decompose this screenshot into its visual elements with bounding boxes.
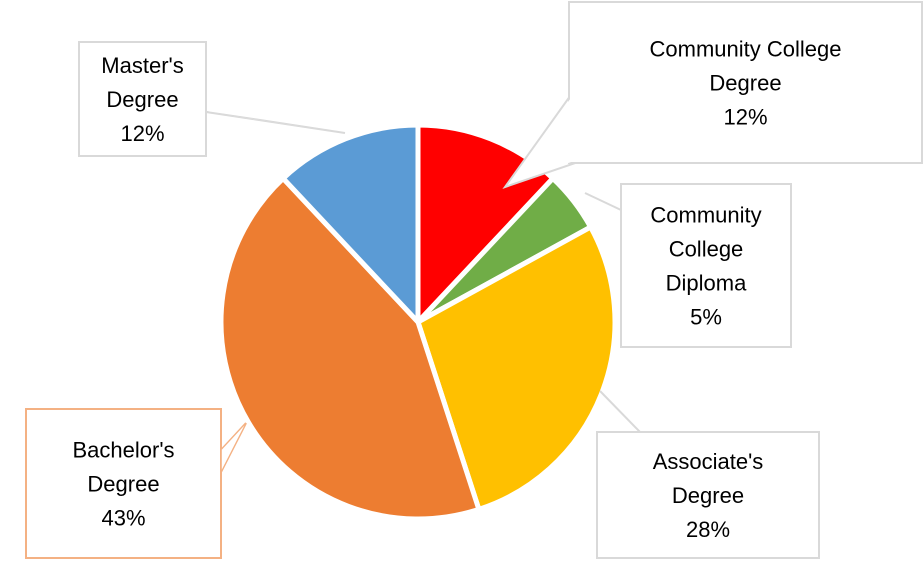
data-label-text: Degree [709,71,781,96]
slices-layer [218,122,618,522]
data-label-bachelor-s-degree: Bachelor's Degree 43% [25,408,247,559]
data-label-value: 5% [690,305,722,330]
data-label-value: 43% [101,506,145,531]
data-label-text: Associate's [653,449,764,474]
label-pointer-fill [510,97,587,183]
pie-slice-bachelor-s-degree [218,175,482,522]
data-label-master-s-degree: Master's Degree 12% [78,41,346,157]
label-box [620,183,792,348]
data-label-text: Bachelor's [72,438,174,463]
leader-line [584,192,622,211]
label-box [25,408,222,559]
data-label-text: Degree [106,87,178,112]
data-label-text: Diploma [666,271,747,296]
label-box [78,41,207,157]
data-label-text: Degree [87,472,159,497]
callouts-layer: Community College Degree 12% Community Colle… [25,1,923,559]
data-label-community-college-degree: Community College Degree 12% [502,1,923,189]
label-pointer-fill [212,113,338,132]
data-label-value: 12% [120,121,164,146]
data-label-text: Degree [672,483,744,508]
data-label-text: Community College [650,37,842,62]
data-label-text: Master's [101,53,183,78]
data-label-associate-s-degree: Associate's Degree 28% [596,390,820,559]
data-label-community-college-diploma: Community College Diploma 5% [584,183,792,348]
pie-slice-master-s-degree [280,122,421,325]
label-pointer-fill [221,425,245,470]
label-box [568,1,923,164]
data-label-text: College [669,237,744,262]
label-box [596,431,820,559]
data-label-value: 12% [723,105,767,130]
leader-line [599,390,641,433]
pie-slice-associate-s-degree [415,224,618,512]
data-label-value: 28% [686,517,730,542]
data-label-text: Community [650,203,761,228]
